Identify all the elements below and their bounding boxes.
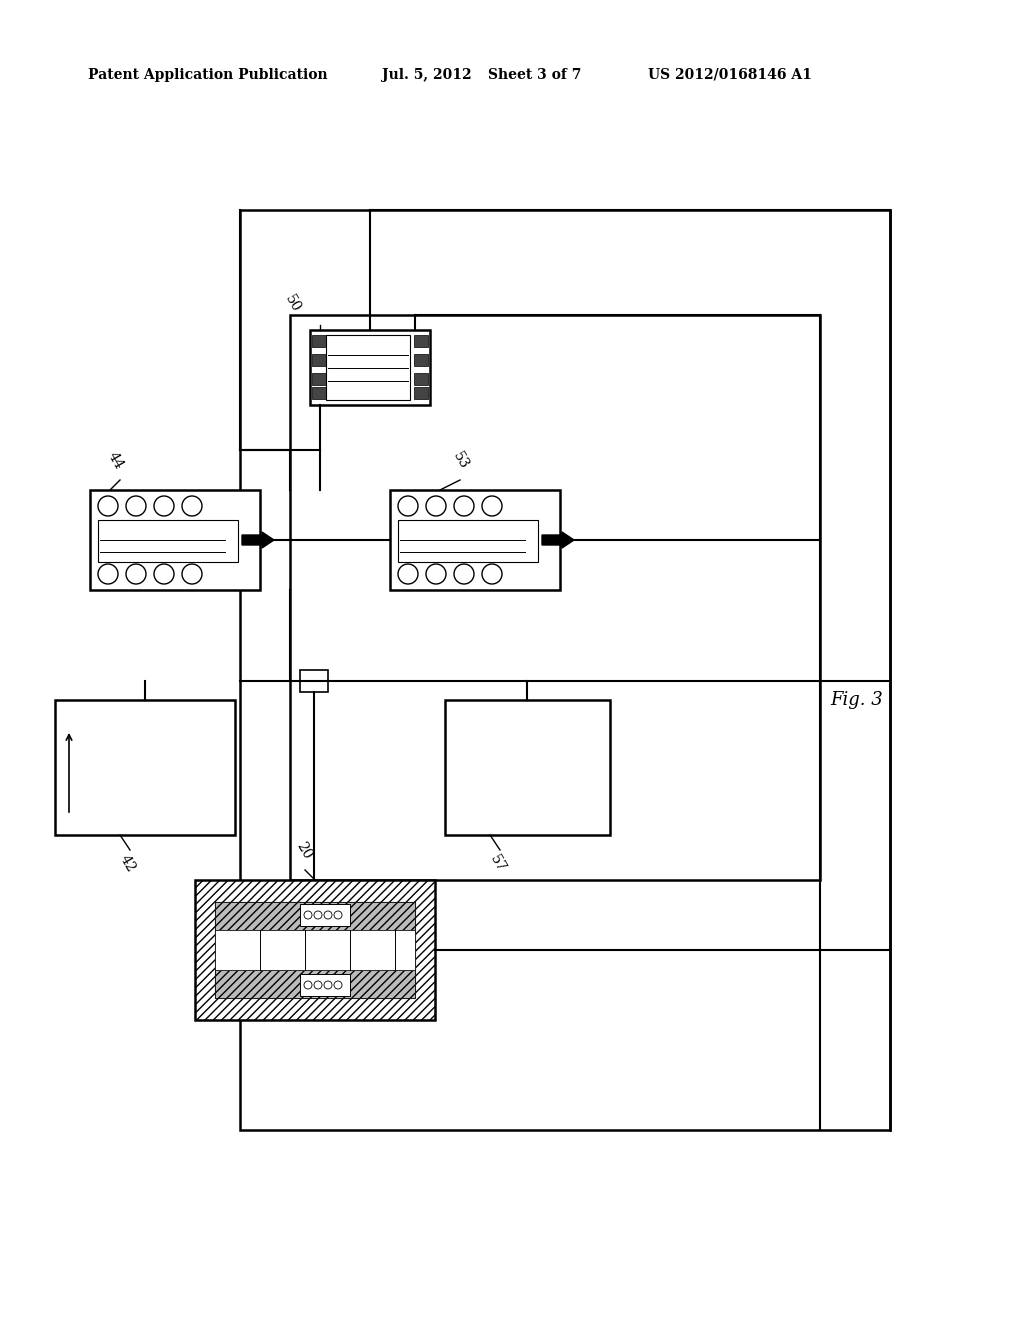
Bar [240,210,890,1130]
Bar [55,700,234,836]
Bar [98,520,238,562]
Bar [312,335,326,347]
Bar [312,374,326,385]
Bar [215,931,415,970]
Bar [445,700,610,836]
Bar [414,387,428,399]
Bar [300,671,328,692]
Bar [312,387,326,399]
FancyArrow shape [542,532,574,548]
Text: 44: 44 [105,450,126,473]
Bar [390,490,560,590]
Bar [215,902,415,998]
Bar [215,970,415,998]
Bar [414,374,428,385]
Text: US 2012/0168146 A1: US 2012/0168146 A1 [648,69,812,82]
Bar [310,330,430,405]
Text: 20: 20 [293,840,314,862]
Text: Patent Application Publication: Patent Application Publication [88,69,328,82]
Text: 50: 50 [282,293,303,315]
Bar [215,902,415,931]
Bar [414,354,428,366]
Bar [300,904,350,927]
Bar [300,974,350,997]
Bar [290,315,820,880]
Text: Fig. 3: Fig. 3 [830,690,883,709]
Bar [195,880,435,1020]
Text: 53: 53 [450,450,471,473]
Bar [90,490,260,590]
Bar [398,520,538,562]
Text: 42: 42 [117,853,138,875]
FancyArrow shape [242,532,274,548]
Text: 57: 57 [487,853,508,875]
Text: Sheet 3 of 7: Sheet 3 of 7 [488,69,582,82]
Text: Jul. 5, 2012: Jul. 5, 2012 [382,69,472,82]
Bar [414,335,428,347]
Bar [312,354,326,366]
Bar [326,335,410,400]
